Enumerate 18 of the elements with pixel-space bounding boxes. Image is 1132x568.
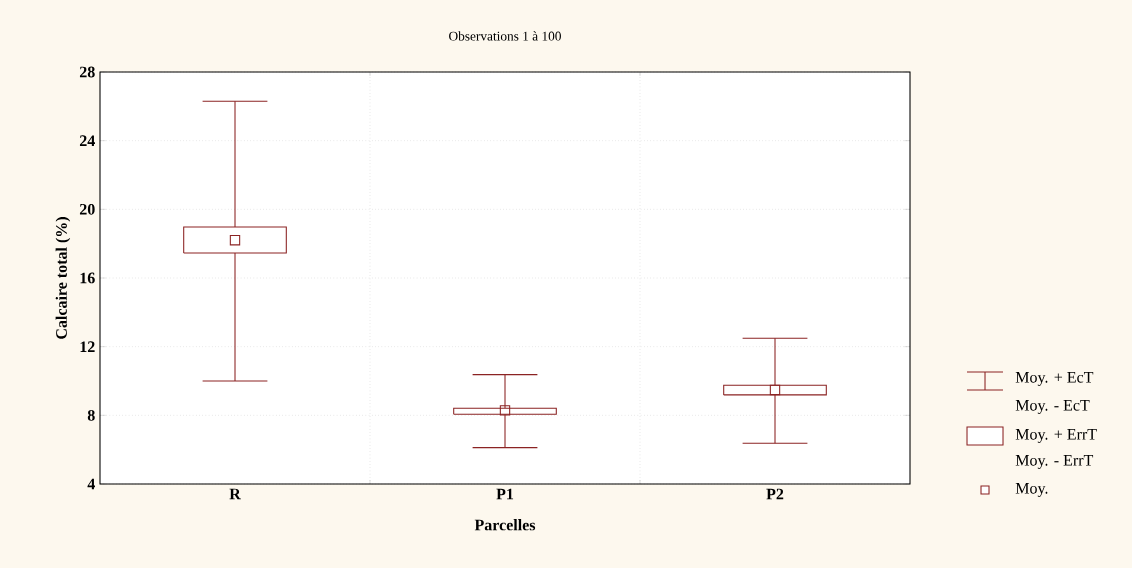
x-tick-label: P2 [766, 488, 784, 500]
chart-title: Observations 1 à 100 [449, 31, 561, 41]
y-tick-label: 28 [79, 66, 95, 78]
y-tick-label: 24 [79, 135, 95, 146]
y-axis-title: Calcaire total (%) [55, 217, 71, 339]
y-tick-label: 4 [87, 478, 95, 490]
text: Moy. + EcT [1015, 372, 1094, 386]
x-tick-label: R [229, 488, 241, 500]
x-axis-title: Parcelles [474, 519, 536, 531]
y-tick-label: 20 [79, 203, 95, 215]
y-tick-label: 16 [80, 272, 95, 284]
text: Moy. - ErrT [1015, 455, 1094, 469]
text: Moy. [1015, 483, 1048, 497]
y-tick-label: 8 [87, 409, 95, 421]
text: Moy. - EcT [1015, 400, 1090, 414]
x-tick-label: P1 [496, 488, 514, 500]
text: Moy. + ErrT [1015, 429, 1097, 443]
y-tick-label: 12 [80, 341, 95, 352]
